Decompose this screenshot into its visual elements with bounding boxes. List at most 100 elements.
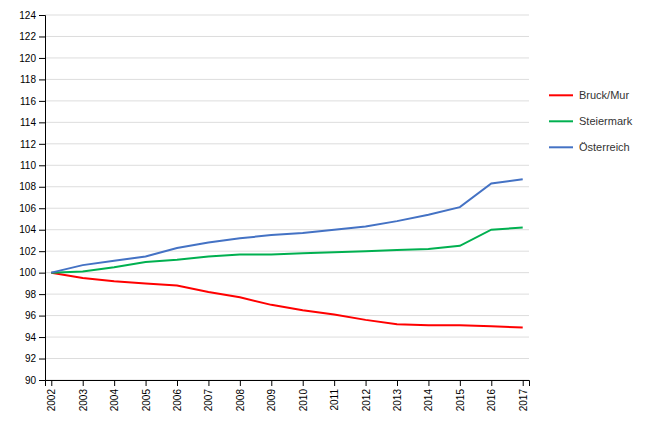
- tick: 2008: [235, 380, 246, 411]
- legend-item: Österreich: [549, 141, 630, 153]
- tick-mark: [146, 380, 147, 386]
- tick-label: 112: [20, 139, 36, 150]
- tick-label: 118: [20, 74, 36, 85]
- tick: 2011: [329, 380, 340, 411]
- legend-swatch: [549, 120, 573, 122]
- tick-mark: [39, 101, 45, 102]
- tick-mark: [39, 294, 45, 295]
- tick-label: 2005: [141, 389, 152, 412]
- tick: 94: [25, 332, 45, 343]
- tick-label: 2010: [298, 389, 309, 412]
- tick-mark: [39, 208, 45, 209]
- tick: 2004: [109, 380, 120, 411]
- grid-line: [45, 337, 529, 338]
- tick-mark: [39, 79, 45, 80]
- tick-mark: [39, 380, 45, 381]
- tick-mark: [114, 380, 115, 386]
- tick-mark: [39, 165, 45, 166]
- tick-mark: [523, 380, 524, 386]
- tick-mark: [51, 380, 52, 386]
- plot: 2002 2003 2004 2005 2006 2007 2008 2009 2010 2011…: [19, 10, 529, 412]
- tick-mark: [83, 380, 84, 386]
- tick: 2010: [298, 380, 309, 411]
- grid-line: [45, 251, 529, 252]
- tick-label: 2009: [266, 389, 277, 412]
- grid-line: [45, 100, 529, 101]
- tick-label: 114: [20, 117, 36, 128]
- chart: 2002 2003 2004 2005 2006 2007 2008 2009 2010 2011…: [0, 0, 669, 432]
- tick-label: 98: [25, 289, 37, 300]
- grid-line: [45, 315, 529, 316]
- tick-label: 2007: [203, 389, 214, 412]
- tick: 2012: [361, 380, 372, 411]
- tick-label: 122: [19, 31, 36, 42]
- tick-label: 116: [20, 96, 36, 107]
- tick-mark: [39, 230, 45, 231]
- x-axis: 2002 2003 2004 2005 2006 2007 2008 2009 2010 2011…: [46, 380, 530, 411]
- grid-line: [45, 229, 529, 230]
- tick: 2013: [392, 380, 403, 411]
- tick: 2015: [455, 380, 466, 411]
- legend-swatch: [549, 146, 573, 148]
- tick-label: 104: [19, 224, 36, 235]
- tick: 112: [20, 139, 45, 150]
- tick: 98: [25, 289, 45, 300]
- tick: 2016: [486, 380, 497, 411]
- tick-label: 94: [25, 332, 37, 343]
- tick-label: 2014: [423, 389, 434, 412]
- tick-label: 102: [19, 246, 36, 257]
- tick-mark: [303, 380, 304, 386]
- grid-line: [45, 272, 529, 273]
- series-line: [51, 179, 522, 272]
- tick-mark: [397, 380, 398, 386]
- tick: 2014: [423, 380, 434, 411]
- tick: 114: [20, 117, 45, 128]
- tick-label: 2012: [361, 389, 372, 412]
- tick-mark: [39, 337, 45, 338]
- tick-label: 108: [19, 181, 36, 192]
- tick: 2002: [46, 380, 57, 411]
- grid-line: [45, 294, 529, 295]
- tick: 2009: [266, 380, 277, 411]
- tick: 116: [20, 96, 45, 107]
- tick: 120: [19, 53, 45, 64]
- grid-line: [45, 36, 529, 37]
- series-line: [51, 273, 522, 328]
- tick-label: 2016: [486, 389, 497, 412]
- tick: 2006: [172, 380, 183, 411]
- tick-label: 92: [25, 353, 37, 364]
- tick-mark: [366, 380, 367, 386]
- grid-line: [45, 143, 529, 144]
- legend-swatch: [549, 94, 573, 96]
- axis-line: [39, 16, 46, 381]
- tick-mark: [39, 273, 45, 274]
- tick: 96: [25, 310, 45, 321]
- grid-line: [45, 186, 529, 187]
- tick: 102: [19, 246, 45, 257]
- grid-line: [45, 79, 529, 80]
- tick-mark: [39, 58, 45, 59]
- legend-label: Bruck/Mur: [579, 89, 629, 101]
- tick-label: 2015: [455, 389, 466, 412]
- tick: 2003: [78, 380, 89, 411]
- tick-mark: [240, 380, 241, 386]
- tick: 2017: [518, 380, 529, 411]
- tick-label: 2017: [518, 389, 529, 412]
- tick: 90: [25, 375, 45, 386]
- lines: [51, 179, 522, 327]
- tick-mark: [39, 15, 45, 16]
- axis-line: [46, 381, 530, 387]
- tick: 2005: [141, 380, 152, 411]
- tick-label: 106: [19, 203, 36, 214]
- tick-mark: [334, 380, 335, 386]
- tick-label: 90: [25, 375, 37, 386]
- tick-mark: [39, 122, 45, 123]
- grid-line: [45, 15, 529, 16]
- grid-line: [45, 122, 529, 123]
- tick-label: 100: [19, 267, 36, 278]
- legend-label: Steiermark: [579, 115, 633, 127]
- tick-mark: [39, 144, 45, 145]
- tick-mark: [271, 380, 272, 386]
- tick: 110: [20, 160, 45, 171]
- tick-mark: [39, 316, 45, 317]
